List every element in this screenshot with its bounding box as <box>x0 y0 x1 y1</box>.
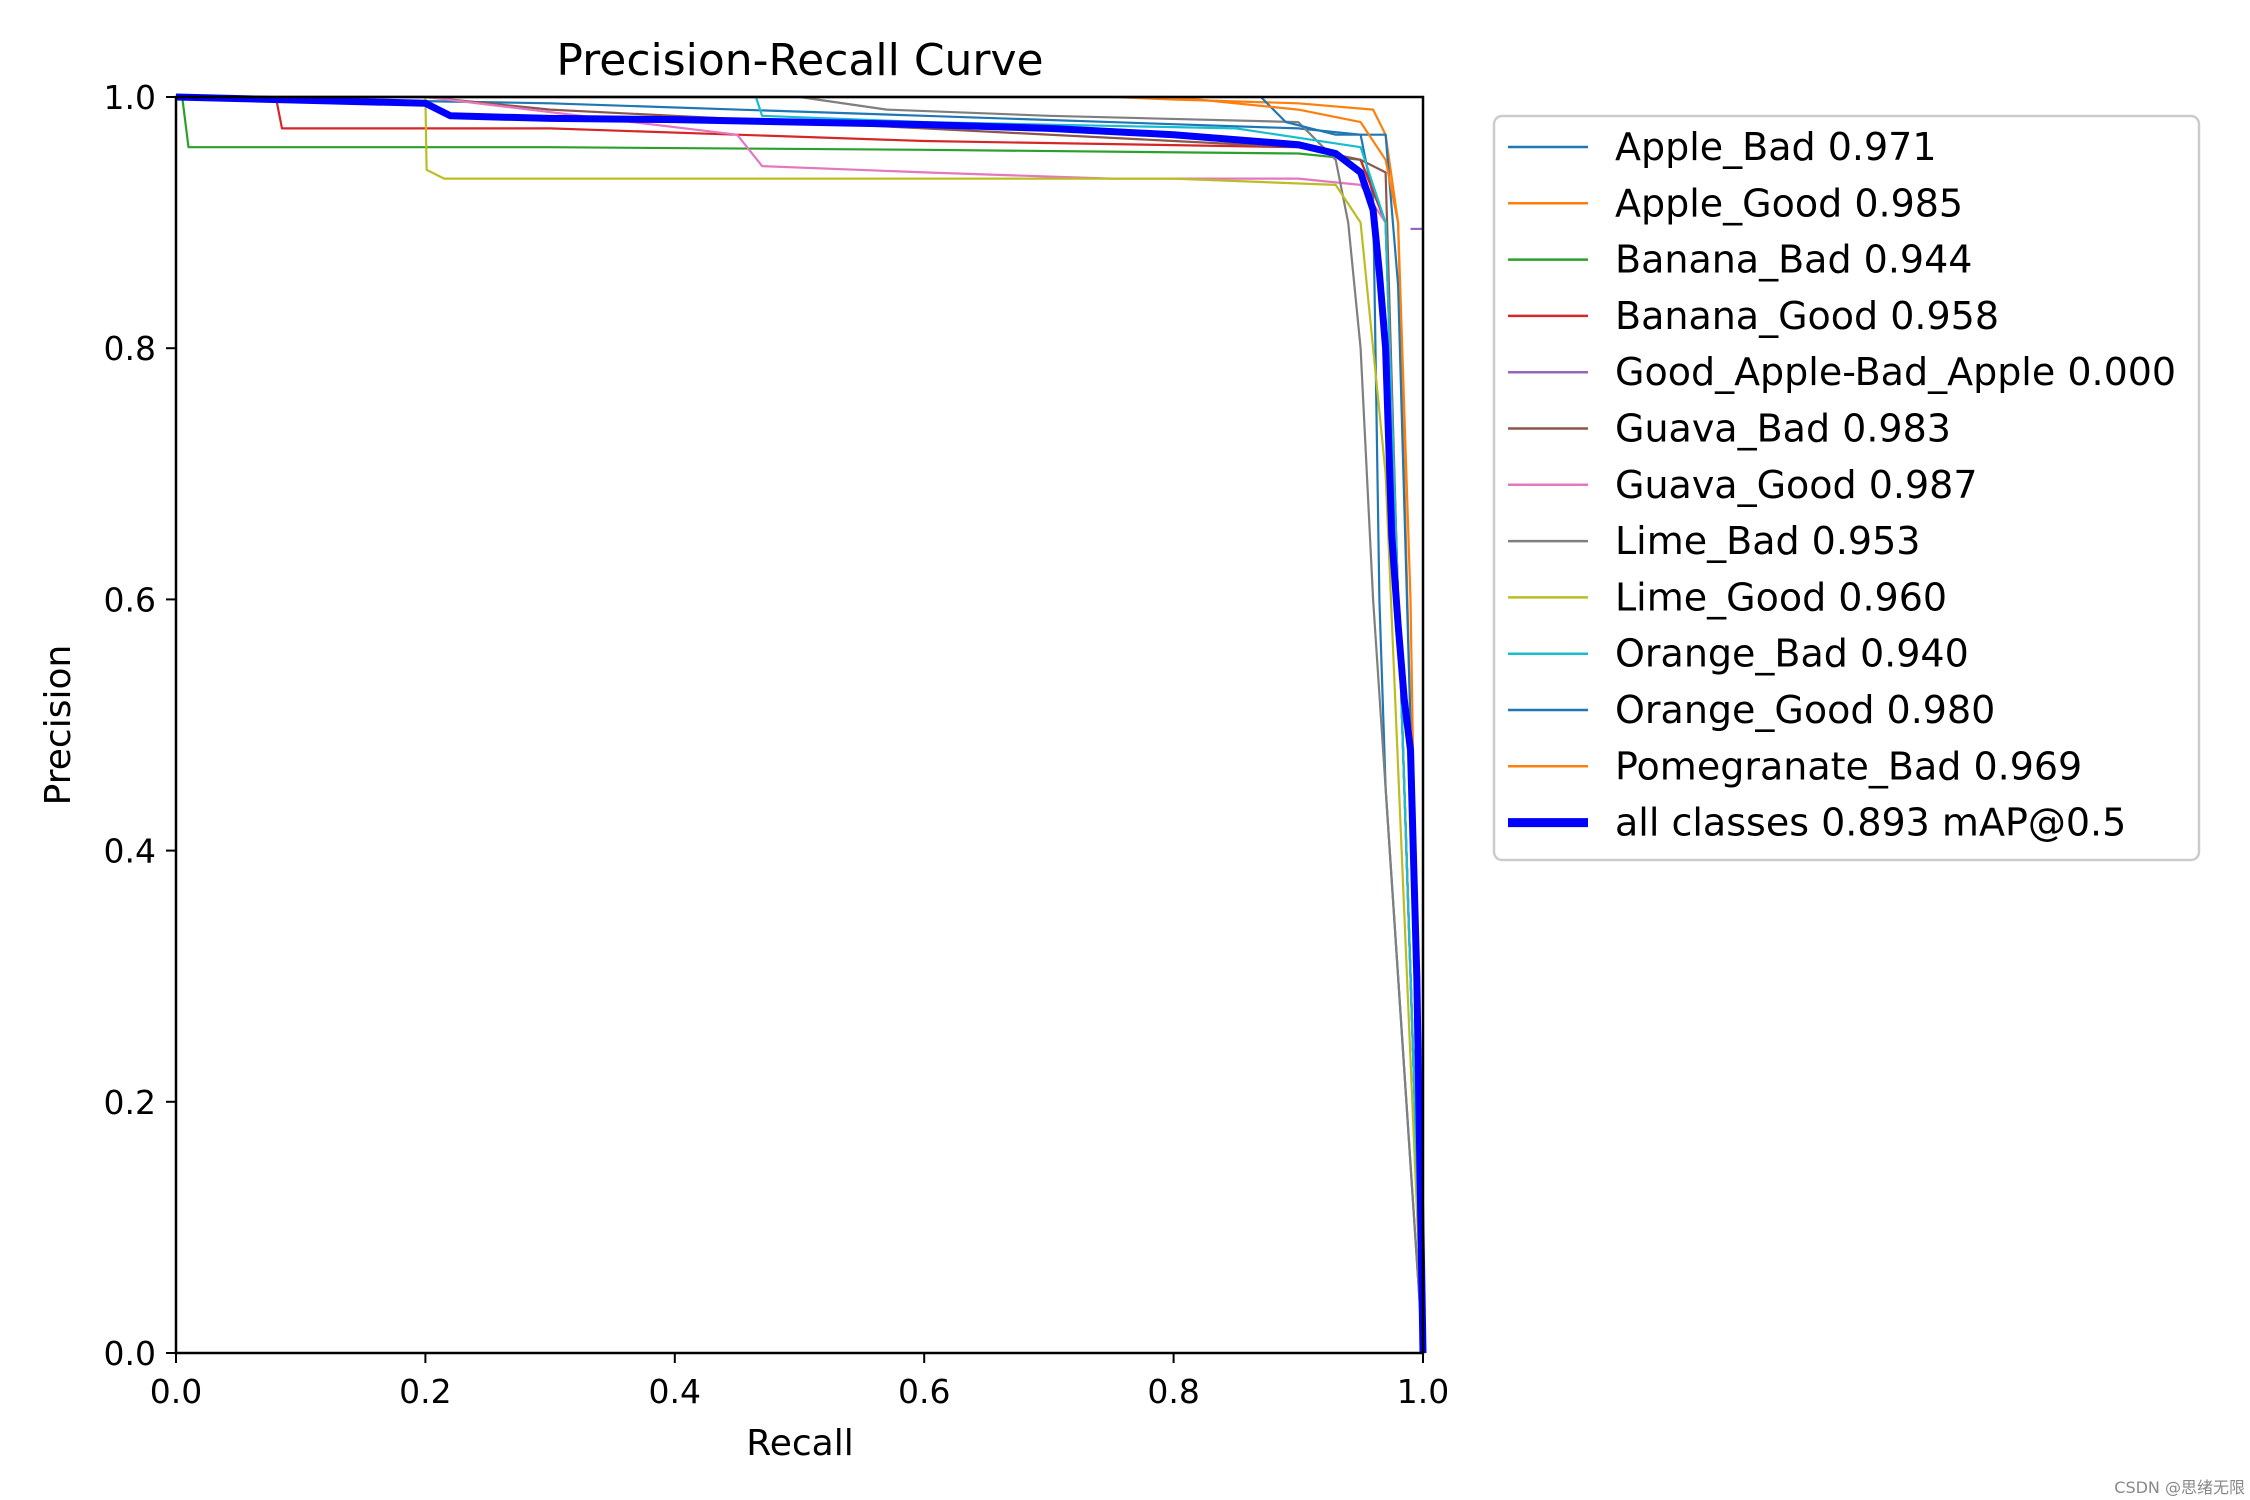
legend-entry: Banana_Bad 0.944 <box>1615 238 1972 282</box>
series-line-1 <box>176 95 1425 1354</box>
series-line-7 <box>176 95 1425 1354</box>
legend-entry: Orange_Good 0.980 <box>1615 688 1995 732</box>
legend-entry: Banana_Good 0.958 <box>1615 294 1999 338</box>
series-line-8 <box>176 95 1425 1354</box>
plot-lines <box>175 93 1427 1354</box>
chart-title: Precision-Recall Curve <box>556 35 1043 86</box>
legend-entry: Apple_Bad 0.971 <box>1615 125 1937 169</box>
y-tick-label: 1.0 <box>104 78 156 117</box>
y-tick-label: 0.2 <box>104 1083 156 1122</box>
series-line-10 <box>176 95 1425 1354</box>
series-line-9 <box>176 95 1425 1354</box>
x-axis-ticks: 0.0 0.2 0.4 0.6 0.8 1.0 <box>150 1353 1449 1411</box>
legend-entry: Guava_Good 0.987 <box>1615 463 1978 507</box>
x-tick-label: 0.2 <box>399 1372 451 1411</box>
y-tick-label: 0.4 <box>104 832 156 871</box>
y-tick-label: 0.0 <box>104 1334 156 1373</box>
legend-entry: Lime_Bad 0.953 <box>1615 519 1920 563</box>
series-line-2 <box>176 95 1425 1354</box>
legend-entry: Good_Apple-Bad_Apple 0.000 <box>1615 350 2176 394</box>
legend-entry: Pomegranate_Bad 0.969 <box>1615 744 2082 788</box>
legend-entry: Lime_Good 0.960 <box>1615 575 1947 619</box>
series-line-0 <box>176 95 1425 1354</box>
x-tick-label: 0.4 <box>649 1372 701 1411</box>
x-axis-label: Recall <box>746 1423 853 1464</box>
y-tick-label: 0.8 <box>104 329 156 368</box>
legend-box <box>1492 114 2201 862</box>
legend-entry: all classes 0.893 mAP@0.5 <box>1615 801 2126 845</box>
series-line-12 <box>175 93 1427 1354</box>
x-tick-label: 0.8 <box>1147 1372 1199 1411</box>
series-line-6 <box>176 95 1425 1354</box>
series-line-5 <box>176 95 1425 1354</box>
y-tick-label: 0.6 <box>104 580 156 619</box>
watermark-text: CSDN @思绪无限 <box>2114 1478 2245 1497</box>
legend-entry: Orange_Bad 0.940 <box>1615 632 1969 676</box>
x-tick-label: 1.0 <box>1397 1372 1449 1411</box>
y-axis-label: Precision <box>38 645 79 806</box>
x-tick-label: 0.6 <box>898 1372 950 1411</box>
x-tick-label: 0.0 <box>150 1372 202 1411</box>
legend-entry: Guava_Bad 0.983 <box>1615 407 1951 451</box>
series-line-3 <box>176 95 1425 1354</box>
legend-entry: Apple_Good 0.985 <box>1615 181 1963 225</box>
series-line-11 <box>176 95 1425 1354</box>
plot-frame <box>174 95 1425 1355</box>
y-axis-ticks: 0.0 0.2 0.4 0.6 0.8 1.0 <box>104 78 176 1373</box>
legend: Apple_Bad 0.971 Apple_Good 0.985 Banana_Ba… <box>1492 114 2201 862</box>
